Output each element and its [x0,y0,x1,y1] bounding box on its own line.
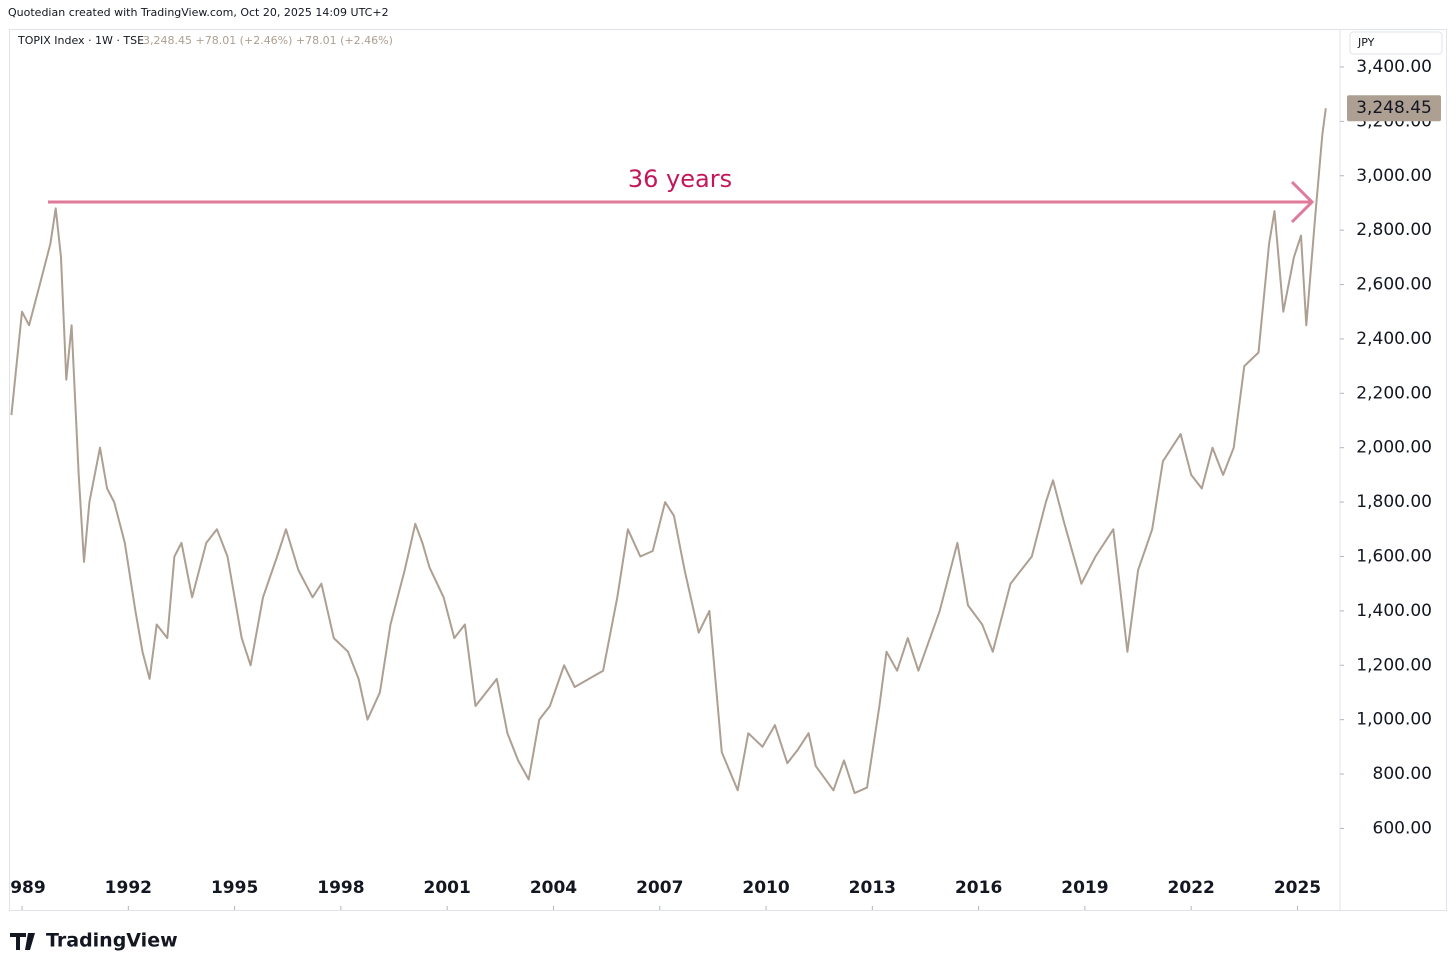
last-price-box [1347,95,1441,122]
price-line [10,108,1327,795]
y-tick-label: 1,600.00 [1356,546,1432,566]
x-axis: 1989 1992 1995 1998 2001 2004 2007 2010 2013 2016… [0,878,1321,910]
x-tick-label: 1992 [105,878,152,898]
chart-subtitle: 3,248.45 +78.01 (+2.46%) +78.01 (+2.46%) [143,34,393,47]
brand: TradingView [46,930,178,952]
currency: JPY [1357,36,1375,49]
y-tick-label: 2,800.00 [1356,220,1432,240]
y-tick-label: 600.00 [1373,818,1432,838]
x-tick-label: 2016 [955,878,1002,898]
y-tick-label: 2,400.00 [1356,329,1432,349]
y-tick-label: 3,000.00 [1356,166,1432,186]
y-tick-label: 1,400.00 [1356,601,1432,621]
x-tick-label: 2007 [636,878,683,898]
y-tick-label: 1,000.00 [1356,710,1432,730]
y-tick-label: 3,400.00 [1356,57,1432,77]
y-tick-label: 1,200.00 [1356,655,1432,675]
x-tick-label: 1989 [0,878,46,898]
chart-title: TOPIX Index · 1W · TSE [17,34,144,47]
frame [9,29,1447,911]
y-tick-label: 2,200.00 [1356,383,1432,403]
x-tick-label: 2013 [849,878,896,898]
x-tick-label: 1998 [317,878,364,898]
y-tick-label: 2,600.00 [1356,275,1432,295]
annotation: 36 years [628,165,732,193]
x-tick-label: 2019 [1061,878,1108,898]
x-tick-label: 2010 [742,878,789,898]
brand-logo [10,933,35,950]
y-tick-label: 1,800.00 [1356,492,1432,512]
currency-box [1349,31,1443,55]
y-tick-label: 800.00 [1373,764,1432,784]
x-tick-label: 2025 [1274,878,1321,898]
x-tick-label: 2004 [530,878,577,898]
last-price-label: 3,248.45 [1356,98,1432,118]
x-tick-label: 2022 [1168,878,1215,898]
x-tick-label: 1995 [211,878,258,898]
y-tick-label: 2,000.00 [1356,438,1432,458]
arrow-head [1290,180,1315,224]
header: Quotedian created with TradingView.com, … [8,6,389,19]
x-tick-label: 2001 [424,878,471,898]
plot [10,108,1327,795]
